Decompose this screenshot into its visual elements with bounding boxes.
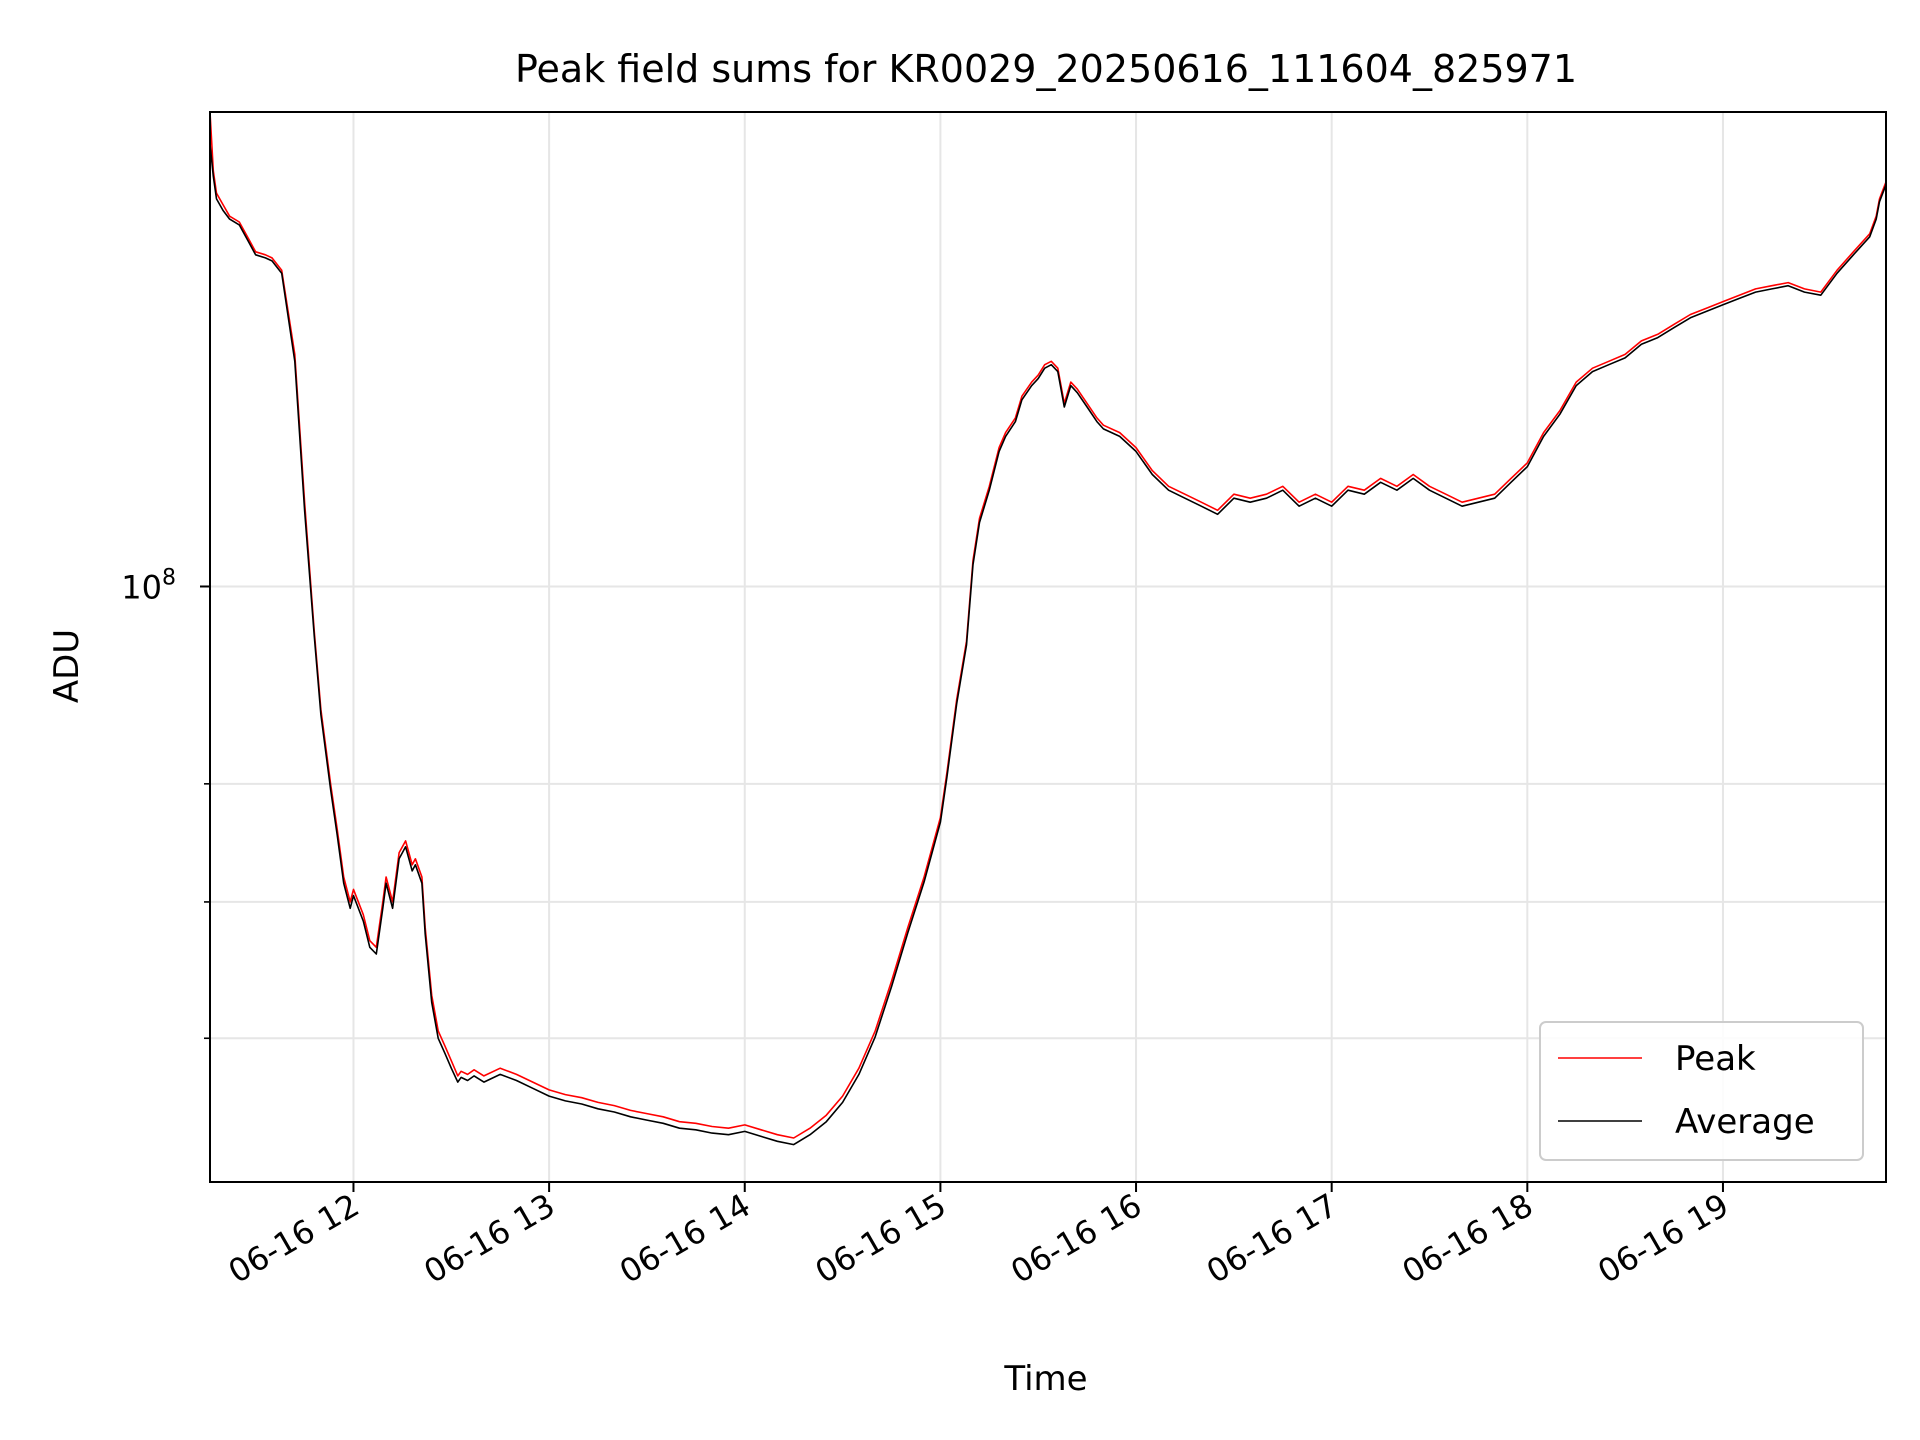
series-line-average [209,143,1887,1146]
legend-label-average: Average [1675,1102,1815,1142]
y-axis-label: ADU [47,629,87,703]
chart-title: Peak field sums for KR0029_20250616_1116… [515,47,1577,91]
plot-frame [209,111,1887,1183]
legend-label-peak: Peak [1675,1039,1756,1079]
legend-box [1539,1021,1864,1161]
series-layer [209,111,1887,1146]
legend: Peak Average [1539,1021,1864,1161]
y-tick-label: 108 [121,565,176,606]
x-axis-label: Time [1003,1359,1087,1399]
